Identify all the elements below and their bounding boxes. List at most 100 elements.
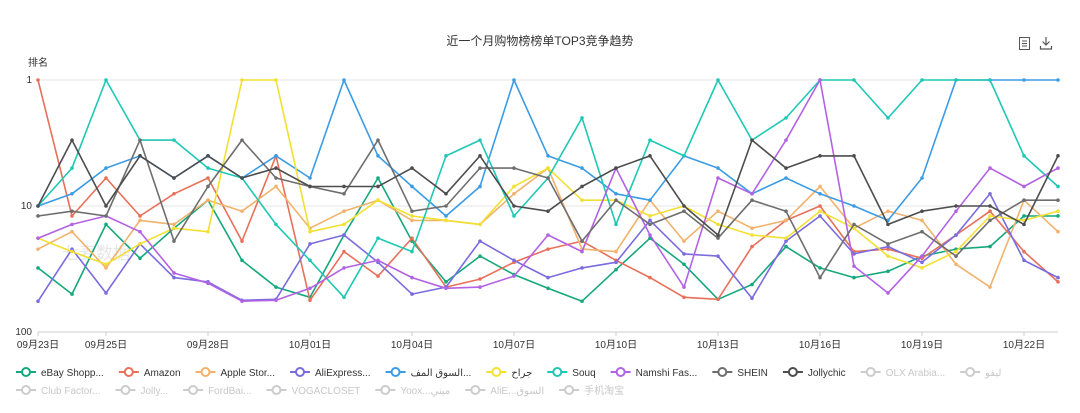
data-point-7-20[interactable]: [716, 176, 720, 180]
data-point-5-6[interactable]: [240, 78, 244, 82]
data-point-9-27[interactable]: [954, 204, 958, 208]
legend-item-18[interactable]: 手机淘宝: [559, 384, 624, 397]
data-point-0-3[interactable]: [138, 256, 142, 261]
data-point-3-14[interactable]: [512, 258, 516, 263]
data-point-3-30[interactable]: [1056, 275, 1060, 280]
data-point-3-20[interactable]: [716, 254, 720, 258]
data-point-7-18[interactable]: [648, 233, 652, 237]
data-point-4-17[interactable]: [614, 191, 618, 196]
data-point-6-26[interactable]: [920, 78, 924, 82]
data-point-7-24[interactable]: [852, 264, 856, 268]
data-point-9-10[interactable]: [376, 184, 380, 189]
data-point-8-5[interactable]: [206, 184, 210, 189]
data-point-5-11[interactable]: [410, 214, 414, 218]
data-point-3-22[interactable]: [784, 239, 788, 243]
data-point-1-0[interactable]: [36, 78, 40, 82]
data-point-5-22[interactable]: [784, 236, 788, 240]
data-point-6-22[interactable]: [784, 116, 788, 120]
data-point-7-23[interactable]: [818, 78, 822, 82]
data-point-7-7[interactable]: [274, 298, 278, 303]
legend-item-13[interactable]: Jolly...: [115, 385, 168, 397]
data-point-3-29[interactable]: [1022, 258, 1026, 263]
data-point-2-27[interactable]: [954, 262, 958, 267]
data-point-6-19[interactable]: [682, 154, 686, 158]
data-point-0-17[interactable]: [614, 267, 618, 272]
data-point-6-18[interactable]: [648, 138, 652, 142]
data-point-7-22[interactable]: [784, 138, 788, 142]
data-point-4-30[interactable]: [1056, 78, 1060, 82]
data-point-8-12[interactable]: [444, 204, 448, 208]
data-point-6-14[interactable]: [512, 214, 516, 218]
data-point-8-27[interactable]: [954, 254, 958, 258]
data-point-3-0[interactable]: [36, 299, 40, 304]
data-point-6-30[interactable]: [1056, 184, 1060, 189]
data-point-1-21[interactable]: [750, 244, 754, 249]
data-point-0-19[interactable]: [682, 262, 686, 267]
data-point-0-30[interactable]: [1056, 214, 1060, 218]
data-point-5-5[interactable]: [206, 229, 210, 234]
data-point-7-28[interactable]: [988, 166, 992, 170]
document-icon[interactable]: [1019, 37, 1030, 50]
data-point-7-19[interactable]: [682, 285, 686, 289]
data-point-7-30[interactable]: [1056, 166, 1060, 170]
data-point-2-17[interactable]: [614, 249, 618, 254]
series-line-1[interactable]: [37, 79, 1059, 302]
legend-item-4[interactable]: السوق المف...: [385, 367, 472, 379]
data-point-2-7[interactable]: [274, 184, 278, 189]
data-point-5-25[interactable]: [886, 254, 890, 258]
data-point-8-7[interactable]: [274, 176, 278, 180]
data-point-1-9[interactable]: [342, 249, 346, 254]
data-point-9-22[interactable]: [784, 166, 788, 170]
data-point-8-22[interactable]: [784, 209, 788, 214]
data-point-6-2[interactable]: [104, 78, 108, 82]
data-point-4-1[interactable]: [70, 191, 74, 196]
data-point-8-14[interactable]: [512, 166, 516, 170]
legend-item-6[interactable]: Souq: [547, 367, 596, 379]
data-point-1-1[interactable]: [70, 214, 74, 218]
data-point-4-15[interactable]: [546, 154, 550, 158]
data-point-9-3[interactable]: [138, 154, 142, 158]
legend-item-17[interactable]: AliE...السوق: [465, 385, 544, 397]
data-point-4-24[interactable]: [852, 204, 856, 208]
data-point-6-10[interactable]: [376, 236, 380, 240]
data-point-8-16[interactable]: [580, 239, 584, 243]
data-point-9-12[interactable]: [444, 191, 448, 196]
data-point-5-21[interactable]: [750, 233, 754, 237]
data-point-9-18[interactable]: [648, 154, 652, 158]
download-icon[interactable]: [1039, 37, 1053, 50]
data-point-2-20[interactable]: [716, 209, 720, 214]
data-point-6-16[interactable]: [580, 116, 584, 120]
data-point-4-9[interactable]: [342, 78, 346, 82]
data-point-1-3[interactable]: [138, 214, 142, 218]
data-point-2-26[interactable]: [920, 218, 924, 223]
data-point-8-13[interactable]: [478, 166, 482, 170]
legend-item-16[interactable]: Yoox...ميني: [375, 385, 450, 397]
data-point-6-20[interactable]: [716, 78, 720, 82]
data-point-9-2[interactable]: [104, 204, 108, 208]
series-line-8[interactable]: [37, 139, 1058, 279]
data-point-8-21[interactable]: [750, 198, 754, 203]
legend-item-11[interactable]: ليفو: [960, 367, 1001, 379]
data-point-1-18[interactable]: [648, 275, 652, 280]
data-point-4-13[interactable]: [478, 184, 482, 189]
data-point-7-9[interactable]: [342, 266, 346, 270]
data-point-4-11[interactable]: [410, 184, 414, 189]
data-point-4-14[interactable]: [512, 78, 516, 82]
data-point-1-19[interactable]: [682, 295, 686, 300]
data-point-8-18[interactable]: [648, 222, 652, 227]
series-line-6[interactable]: [37, 79, 1059, 299]
data-point-0-22[interactable]: [784, 244, 788, 249]
data-point-9-0[interactable]: [36, 204, 40, 208]
data-point-8-24[interactable]: [852, 222, 856, 227]
data-point-2-9[interactable]: [342, 209, 346, 214]
data-point-9-8[interactable]: [308, 184, 312, 189]
data-point-4-26[interactable]: [920, 176, 924, 180]
data-point-9-6[interactable]: [240, 176, 244, 180]
data-point-3-24[interactable]: [852, 252, 856, 256]
data-point-9-14[interactable]: [512, 204, 516, 208]
data-point-5-10[interactable]: [376, 198, 380, 203]
legend-item-2[interactable]: Apple Stor...: [195, 367, 275, 379]
data-point-2-3[interactable]: [138, 218, 142, 223]
data-point-8-20[interactable]: [716, 236, 720, 240]
data-point-4-22[interactable]: [784, 176, 788, 180]
